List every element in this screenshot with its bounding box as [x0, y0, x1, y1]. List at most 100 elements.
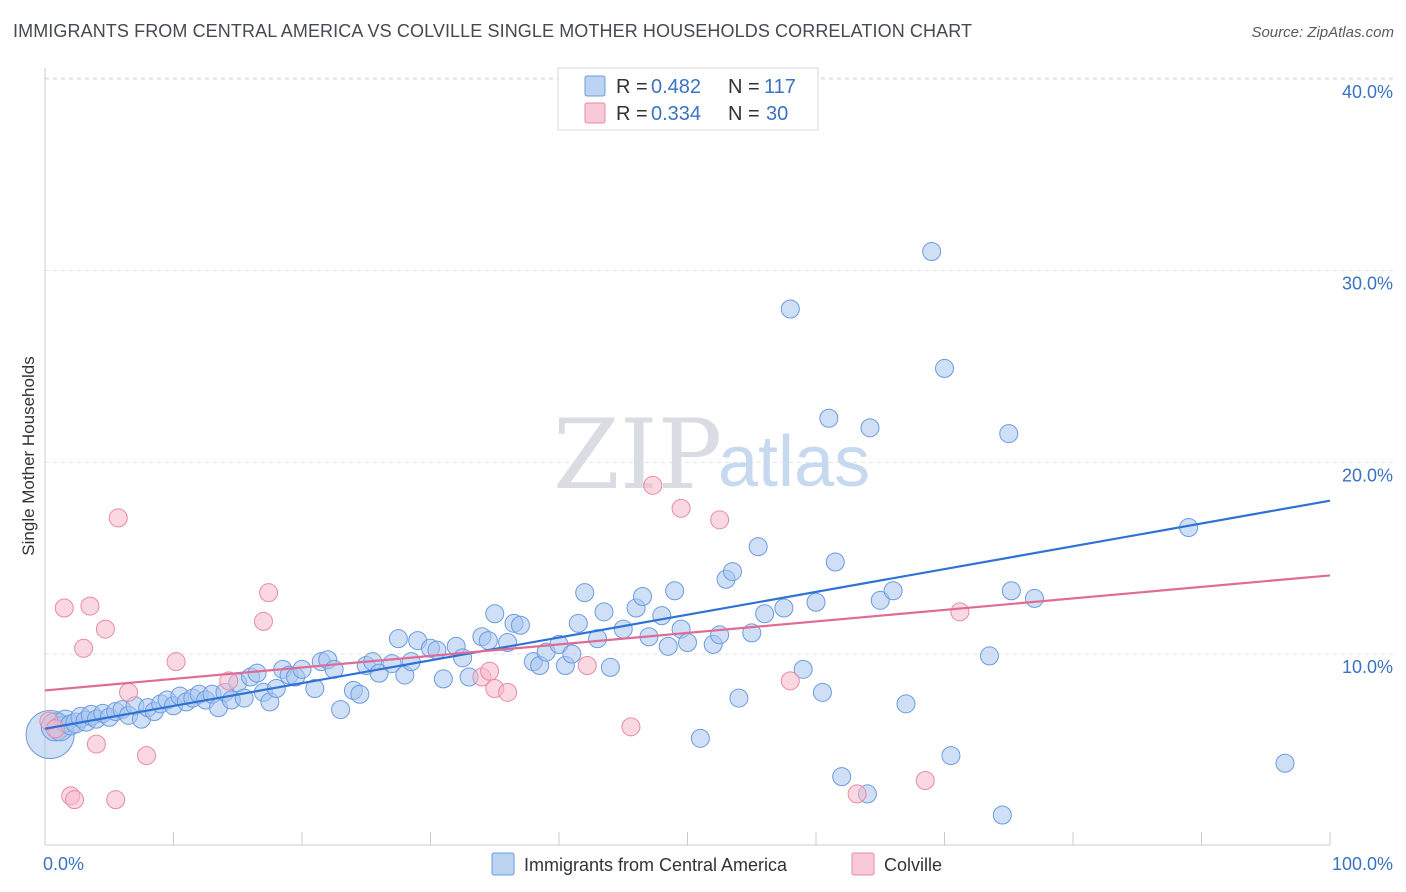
series-legend: Immigrants from Central America Colville — [491, 852, 942, 876]
point-pink-15 — [253, 611, 273, 631]
series-legend-label-blue: Immigrants from Central America — [524, 855, 788, 875]
series-legend-label-pink: Colville — [884, 855, 942, 875]
point-pink-24 — [671, 498, 691, 518]
legend-r-value-blue: 0.482 — [651, 76, 701, 98]
point-blue-100 — [793, 659, 813, 679]
point-pink-6 — [80, 596, 100, 616]
point-pink-5 — [74, 638, 94, 658]
point-blue-80 — [613, 619, 633, 639]
point-pink-11 — [119, 682, 139, 702]
y-tick-label-30: 30.0% — [1342, 274, 1393, 294]
point-blue-116 — [999, 424, 1019, 444]
point-blue-102 — [812, 682, 832, 702]
point-pink-25 — [710, 510, 730, 530]
point-blue-93 — [722, 562, 742, 582]
y-tick-label-20: 20.0% — [1342, 465, 1393, 485]
legend-r-label-pink: R = — [616, 103, 648, 125]
point-blue-34 — [247, 663, 267, 683]
x-tick-label-min: 0.0% — [43, 854, 84, 874]
point-blue-101 — [806, 592, 826, 612]
point-blue-111 — [922, 242, 942, 261]
trend-line-pink — [44, 574, 1331, 692]
gridlines — [45, 77, 1393, 655]
point-blue-108 — [870, 590, 890, 610]
point-blue-104 — [825, 552, 845, 572]
x-tick-label-max: 100.0% — [1332, 854, 1393, 874]
point-blue-74 — [562, 644, 582, 664]
point-pink-14 — [219, 671, 239, 691]
point-blue-103 — [819, 408, 839, 428]
watermark-zip: ZIP — [553, 399, 722, 511]
point-pink-28 — [915, 771, 935, 790]
legend-r-value-pink: 0.334 — [651, 103, 701, 125]
point-blue-88 — [678, 633, 697, 652]
point-blue-79 — [600, 657, 620, 677]
source-note: Source: ZipAtlas.com — [1251, 24, 1394, 41]
point-blue-120 — [1275, 753, 1295, 773]
point-blue-84 — [652, 606, 672, 626]
point-pink-22 — [621, 717, 641, 737]
point-blue-105 — [832, 767, 852, 787]
point-pink-18 — [480, 661, 500, 681]
x-ticks — [44, 832, 1331, 845]
legend-r-label-blue: R = — [616, 76, 648, 98]
point-blue-96 — [748, 537, 768, 557]
point-pink-10 — [108, 508, 128, 528]
point-blue-89 — [690, 728, 710, 748]
point-blue-68 — [510, 615, 530, 635]
y-tick-label-40: 40.0% — [1342, 82, 1393, 102]
y-axis-label: Single Mother Households — [19, 356, 38, 555]
series-legend-swatch-pink — [851, 852, 875, 876]
point-blue-114 — [979, 646, 999, 666]
y-tick-label-10: 10.0% — [1342, 657, 1393, 677]
point-blue-75 — [568, 613, 588, 633]
point-pink-9 — [106, 790, 126, 810]
point-pink-16 — [259, 583, 279, 603]
point-pink-23 — [643, 475, 663, 495]
point-blue-94 — [729, 688, 749, 708]
point-pink-13 — [166, 652, 186, 672]
point-blue-85 — [658, 636, 678, 656]
point-blue-53 — [388, 629, 408, 649]
point-blue-112 — [935, 358, 954, 378]
point-pink-4 — [65, 790, 85, 810]
point-blue-48 — [350, 684, 370, 704]
point-blue-82 — [633, 587, 653, 606]
stats-legend: R = 0.482 N = 117 R = 0.334 N = 30 — [557, 67, 819, 131]
point-pink-12 — [137, 746, 157, 766]
y-tick-labels: 10.0% 20.0% 30.0% 40.0% — [1342, 82, 1393, 677]
point-blue-113 — [941, 746, 961, 766]
trend-line-blue — [44, 499, 1331, 730]
legend-n-label-blue: N = — [728, 76, 760, 98]
point-blue-59 — [433, 669, 453, 689]
point-blue-86 — [665, 581, 685, 601]
point-blue-64 — [478, 631, 498, 651]
point-pink-8 — [95, 619, 115, 639]
point-blue-98 — [774, 598, 794, 618]
legend-n-label-pink: N = — [728, 103, 760, 125]
point-blue-46 — [331, 700, 351, 720]
legend-n-value-blue: 117 — [764, 76, 796, 98]
point-blue-115 — [992, 805, 1012, 825]
point-blue-78 — [594, 602, 614, 622]
legend-n-value-pink: 30 — [766, 103, 788, 125]
watermark-atlas: atlas — [718, 422, 870, 502]
point-blue-41 — [292, 659, 312, 679]
point-pink-20 — [498, 682, 518, 702]
point-blue-97 — [755, 604, 775, 624]
point-blue-107 — [860, 418, 880, 438]
legend-swatch-pink — [584, 102, 606, 124]
series-legend-swatch-blue — [491, 852, 515, 876]
point-blue-65 — [485, 604, 505, 624]
point-pink-7 — [86, 734, 106, 754]
point-blue-76 — [575, 583, 595, 603]
point-blue-117 — [1001, 581, 1021, 601]
point-pink-21 — [577, 656, 597, 675]
chart-title: IMMIGRANTS FROM CENTRAL AMERICA VS COLVI… — [13, 21, 973, 41]
point-pink-27 — [847, 784, 867, 804]
trend-lines — [44, 499, 1331, 730]
legend-swatch-blue — [584, 75, 606, 97]
point-pink-26 — [780, 671, 800, 691]
scatter-points — [25, 242, 1295, 825]
